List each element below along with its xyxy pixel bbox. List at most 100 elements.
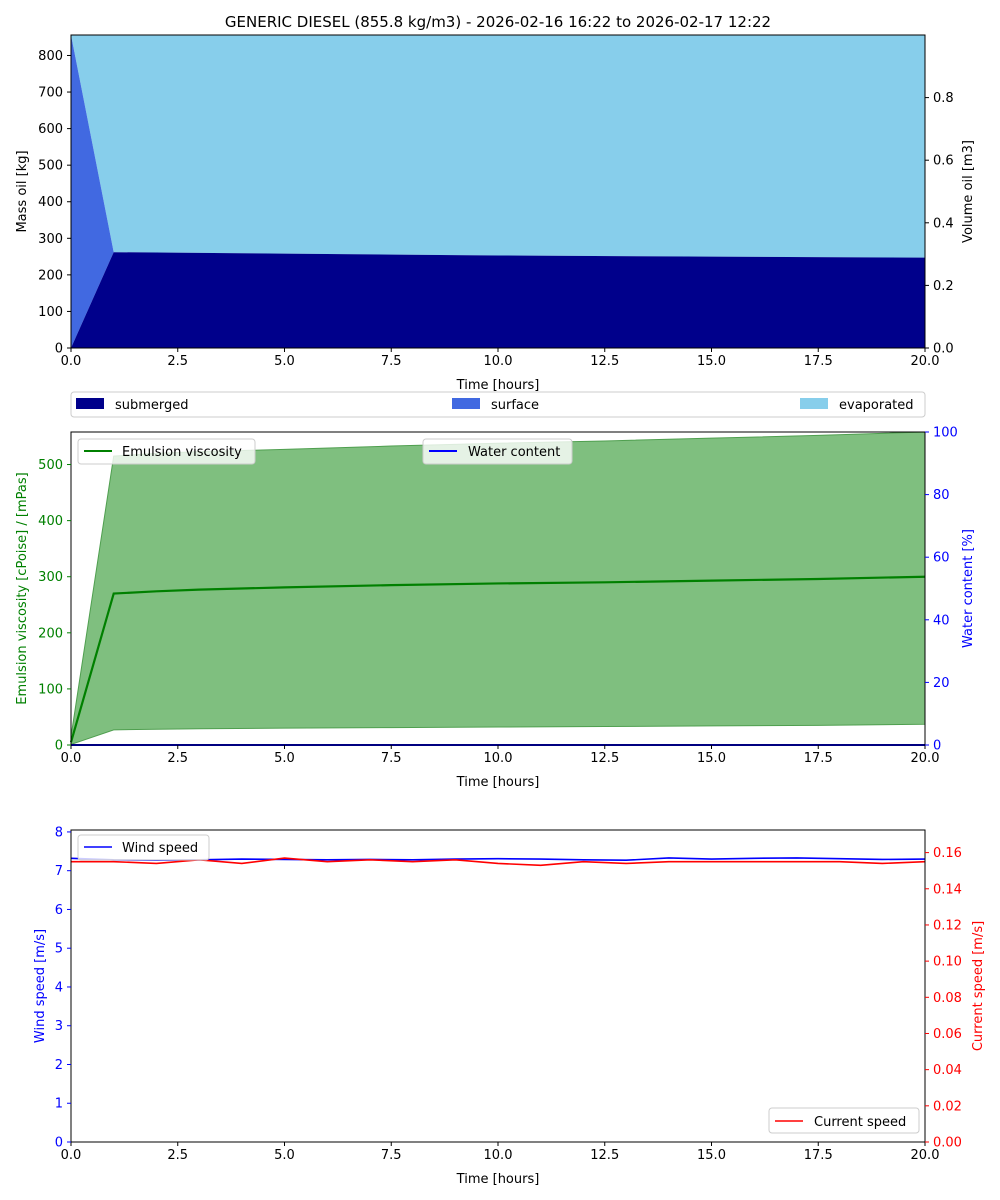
y-tick-label: 200: [38, 626, 63, 641]
figure-title: GENERIC DIESEL (855.8 kg/m3) - 2026-02-1…: [225, 13, 771, 31]
y-axis-label: Mass oil [kg]: [15, 150, 30, 232]
y2-tick-label: 0.02: [933, 1099, 962, 1114]
legend-swatch-surface: [452, 398, 480, 409]
y2-tick-label: 0.6: [933, 154, 954, 169]
y2-tick-label: 100: [933, 426, 958, 441]
wind-speed-line: [70, 857, 926, 862]
y-tick-label: 2: [55, 1058, 63, 1073]
y-tick-label: 600: [38, 122, 63, 137]
y-tick-label: 300: [38, 232, 63, 247]
legend-label-surface: surface: [491, 398, 539, 413]
y-tick-label: 500: [38, 458, 63, 473]
x-tick-label: 10.0: [484, 751, 513, 766]
x-tick-label: 17.5: [804, 751, 833, 766]
y2-tick-label: 0.16: [933, 846, 962, 861]
y2-tick-label: 0.00: [933, 1136, 962, 1151]
x-tick-label: 12.5: [590, 354, 619, 369]
y-tick-label: 5: [55, 942, 63, 957]
x-tick-label: 20.0: [911, 1148, 940, 1163]
x-tick-label: 20.0: [911, 751, 940, 766]
water-legend-frame: [422, 438, 573, 465]
y2-tick-label: 0.10: [933, 955, 962, 970]
y2-axis-label: Volume oil [m3]: [961, 140, 976, 243]
y2-tick-label: 0: [933, 739, 941, 754]
x-tick-label: 20.0: [911, 354, 940, 369]
y-axis-label: Wind speed [m/s]: [33, 929, 48, 1043]
current-legend-frame: [768, 1107, 920, 1134]
x-axis-label: Time [hours]: [456, 378, 540, 393]
x-tick-label: 0.0: [61, 1148, 82, 1163]
y2-tick-label: 0.4: [933, 216, 954, 231]
x-tick-label: 5.0: [274, 1148, 295, 1163]
plot-frame: [70, 829, 926, 1143]
y2-tick-label: 0.14: [933, 882, 962, 897]
area-submerged: [71, 252, 925, 348]
x-tick-label: 2.5: [167, 751, 188, 766]
y2-tick-label: 0.2: [933, 279, 954, 294]
legend-label-wind: Wind speed: [122, 841, 198, 856]
x-tick-label: 2.5: [167, 354, 188, 369]
current-speed-line: [71, 857, 926, 867]
legend-swatch-submerged: [76, 398, 104, 409]
wind-legend: Wind speed Current speed: [77, 834, 920, 1134]
y-tick-label: 0: [55, 1136, 63, 1151]
wind-legend-frame: [77, 834, 210, 861]
viscosity-legend-frame: [77, 438, 256, 465]
y2-tick-label: 80: [933, 488, 950, 503]
y-tick-label: 0: [55, 739, 63, 754]
legend-label-water: Water content: [468, 445, 560, 460]
y2-tick-label: 0.8: [933, 91, 954, 106]
y-tick-label: 300: [38, 570, 63, 585]
y2-tick-label: 20: [933, 676, 950, 691]
mass-legend-frame: [70, 391, 926, 418]
y-tick-label: 3: [55, 1019, 63, 1034]
y-tick-label: 700: [38, 86, 63, 101]
y-tick-label: 0: [55, 342, 63, 357]
x-tick-label: 2.5: [167, 1148, 188, 1163]
y-tick-label: 400: [38, 514, 63, 529]
viscosity-panel: 0.0 2.5 5.0 7.5 10.0 12.5 15.0 17.5 20.0 Time [ho…: [15, 426, 976, 791]
x-axis-label: Time [hours]: [456, 775, 540, 790]
y-tick-label: 800: [38, 49, 63, 64]
x-tick-label: 0.0: [61, 354, 82, 369]
x-tick-label: 15.0: [697, 1148, 726, 1163]
x-tick-label: 7.5: [381, 354, 402, 369]
y-axis-label: Emulsion viscosity [cPoise] / [mPas]: [15, 472, 30, 704]
mass-legend: submerged surface evaporated: [70, 391, 926, 418]
x-tick-label: 5.0: [274, 354, 295, 369]
x-tick-label: 15.0: [697, 751, 726, 766]
y2-tick-label: 0.0: [933, 342, 954, 357]
y-tick-label: 500: [38, 159, 63, 174]
legend-label-current: Current speed: [814, 1115, 906, 1130]
viscosity-uncertainty-band: [70, 431, 926, 746]
y2-axis-label: Water content [%]: [961, 529, 976, 648]
x-tick-label: 7.5: [381, 1148, 402, 1163]
y-tick-label: 200: [38, 268, 63, 283]
y2-tick-label: 0.04: [933, 1063, 962, 1078]
y-tick-label: 8: [55, 825, 63, 840]
legend-label-viscosity: Emulsion viscosity: [122, 445, 242, 460]
x-tick-label: 15.0: [697, 354, 726, 369]
legend-label-submerged: submerged: [115, 398, 189, 413]
y2-tick-label: 60: [933, 551, 950, 566]
viscosity-line: [69, 575, 926, 743]
y2-tick-label: 0.08: [933, 991, 962, 1006]
y-tick-label: 400: [38, 195, 63, 210]
x-tick-label: 7.5: [381, 751, 402, 766]
x-tick-label: 0.0: [61, 751, 82, 766]
y2-tick-label: 40: [933, 613, 950, 628]
y-tick-label: 100: [38, 305, 63, 320]
x-tick-label: 10.0: [484, 1148, 513, 1163]
y2-tick-label: 0.06: [933, 1027, 962, 1042]
x-tick-label: 5.0: [274, 751, 295, 766]
y-tick-label: 7: [55, 864, 63, 879]
legend-swatch-evaporated: [800, 398, 828, 409]
x-tick-label: 12.5: [590, 751, 619, 766]
mass-panel: 0.0 2.5 5.0 7.5 10.0 12.5 15.0 17.5 20.0 Time [ho…: [15, 34, 976, 393]
x-tick-label: 12.5: [590, 1148, 619, 1163]
x-tick-label: 17.5: [804, 354, 833, 369]
y2-tick-label: 0.12: [933, 918, 962, 933]
x-tick-label: 17.5: [804, 1148, 833, 1163]
x-axis-label: Time [hours]: [456, 1172, 540, 1187]
